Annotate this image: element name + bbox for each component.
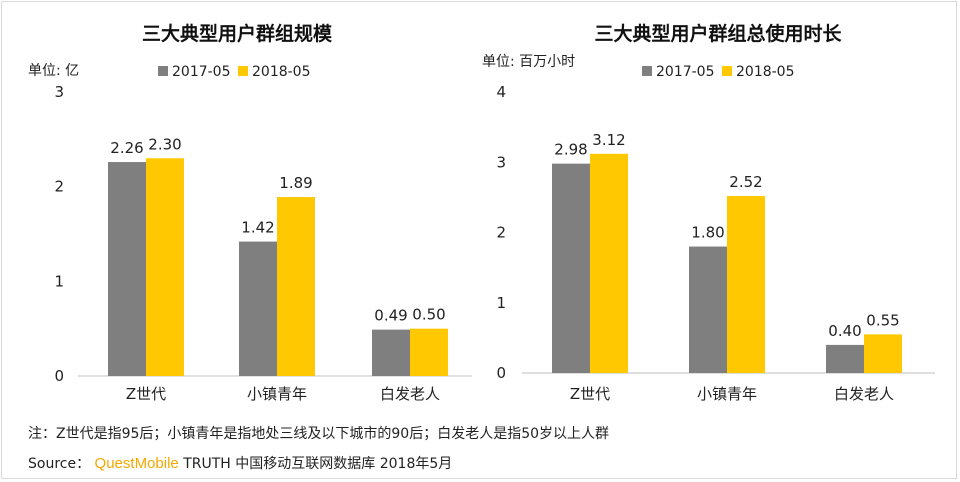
data-label: 2.98 xyxy=(554,141,587,159)
x-category-label: 小镇青年 xyxy=(247,385,307,403)
legend-label: 2017-05 xyxy=(656,64,715,80)
data-label: 3.12 xyxy=(592,131,625,149)
legend-label: 2018-05 xyxy=(252,64,311,80)
bar-2018-05-白发老人 xyxy=(410,328,448,376)
chart-legend: 2017-05 2018-05 xyxy=(158,64,311,80)
bar-2018-05-Z世代 xyxy=(590,153,628,373)
y-tick-label: 4 xyxy=(496,83,506,101)
source-line: Source： QuestMobile TRUTH 中国移动互联网数据库 201… xyxy=(28,453,452,473)
y-tick-label: 3 xyxy=(54,83,64,101)
data-label: 0.50 xyxy=(412,306,445,324)
y-tick-label: 3 xyxy=(496,153,506,171)
y-tick-label: 0 xyxy=(54,367,64,385)
chart-unit-label: 单位: 亿 xyxy=(28,63,79,79)
legend-swatch-2018-05 xyxy=(722,66,732,76)
y-tick-label: 2 xyxy=(496,224,506,242)
data-label: 2.26 xyxy=(110,139,143,157)
source-prefix: Source： xyxy=(28,456,91,472)
data-label: 2.52 xyxy=(729,173,762,191)
data-label: 2.30 xyxy=(148,135,181,153)
data-label: 0.40 xyxy=(828,322,861,340)
chart-unit-label: 单位: 百万小时 xyxy=(482,54,575,70)
x-category-label: 白发老人 xyxy=(834,385,894,403)
bar-2017-05-小镇青年 xyxy=(239,241,277,376)
x-category-label: Z世代 xyxy=(570,385,610,403)
bar-2018-05-Z世代 xyxy=(146,158,184,376)
legend-label: 2017-05 xyxy=(172,64,231,80)
chart-legend: 2017-05 2018-05 xyxy=(642,64,795,80)
x-category-label: 白发老人 xyxy=(380,385,440,403)
y-tick-label: 1 xyxy=(496,294,506,312)
bar-2017-05-小镇青年 xyxy=(689,246,727,373)
bar-2017-05-白发老人 xyxy=(826,344,864,373)
legend-label: 2018-05 xyxy=(736,64,795,80)
source-suffix: TRUTH 中国移动互联网数据库 2018年5月 xyxy=(183,456,453,472)
x-category-label: 小镇青年 xyxy=(697,385,757,403)
data-label: 0.49 xyxy=(374,307,407,325)
bar-2018-05-小镇青年 xyxy=(727,195,765,373)
data-label: 1.80 xyxy=(691,224,724,242)
source-brand: QuestMobile xyxy=(94,455,179,472)
bar-2017-05-白发老人 xyxy=(372,329,410,376)
bar-2017-05-Z世代 xyxy=(108,162,146,376)
y-tick-label: 1 xyxy=(54,272,64,290)
chart-title: 三大典型用户群组规模 xyxy=(142,22,333,45)
y-tick-label: 2 xyxy=(54,178,64,196)
footnote: 注：Z世代是指95后；小镇青年是指地处三线及以下城市的90后；白发老人是指50岁… xyxy=(28,426,610,442)
legend-swatch-2017-05 xyxy=(642,66,652,76)
legend-swatch-2017-05 xyxy=(158,66,168,76)
data-label: 1.89 xyxy=(279,174,312,192)
bar-2018-05-小镇青年 xyxy=(277,197,315,376)
bar-2018-05-白发老人 xyxy=(864,334,902,373)
data-label: 1.42 xyxy=(241,219,274,237)
y-tick-label: 0 xyxy=(496,364,506,382)
data-label: 0.55 xyxy=(866,311,899,329)
bar-2017-05-Z世代 xyxy=(552,163,590,373)
x-category-label: Z世代 xyxy=(126,385,166,403)
legend-swatch-2018-05 xyxy=(238,66,248,76)
chart-title: 三大典型用户群组总使用时长 xyxy=(594,22,842,45)
